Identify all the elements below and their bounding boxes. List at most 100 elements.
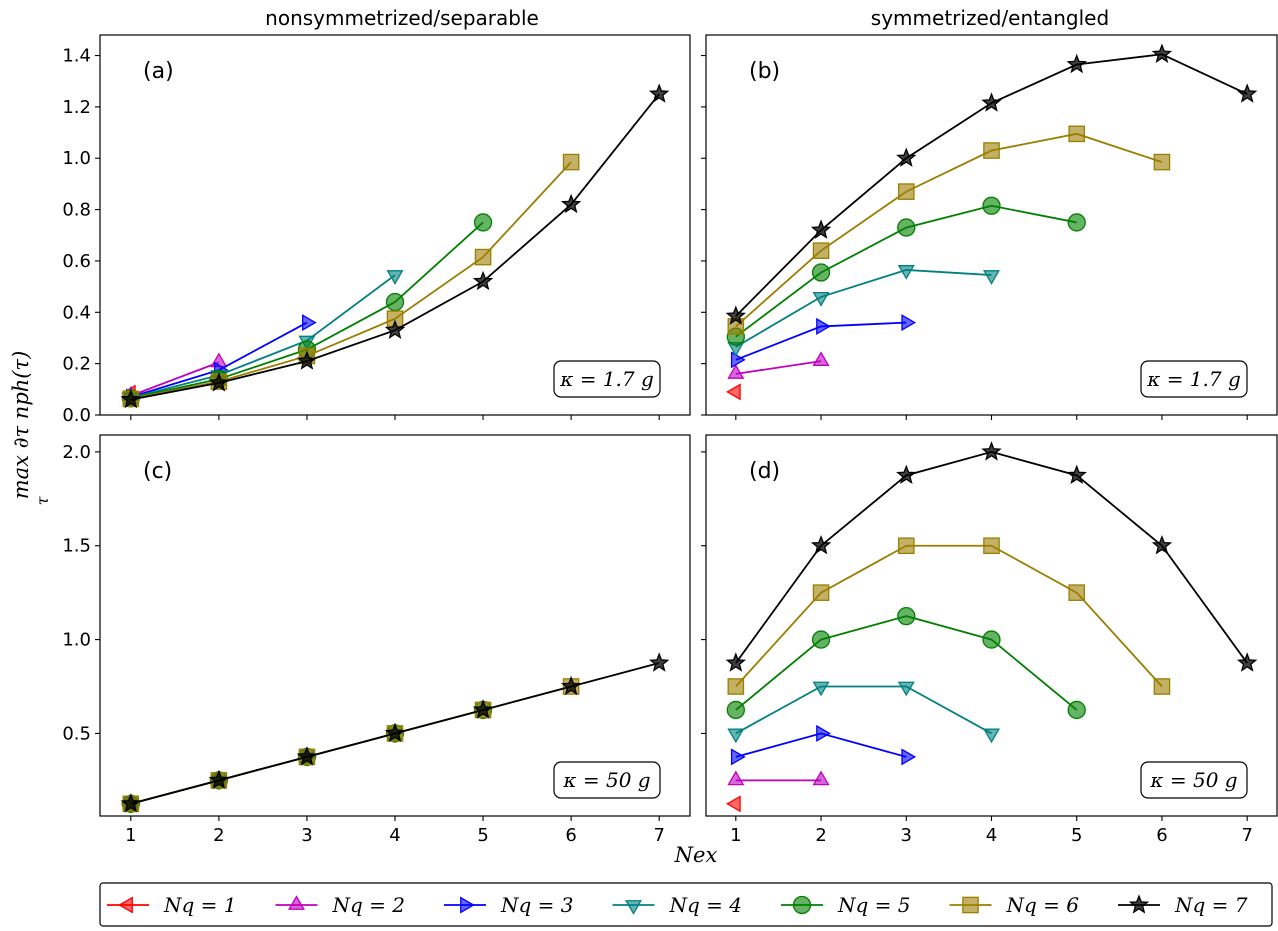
data-point bbox=[727, 770, 745, 786]
data-point bbox=[208, 372, 230, 392]
x-axis-label: Nex bbox=[674, 843, 718, 867]
data-point bbox=[812, 351, 830, 366]
data-point bbox=[812, 242, 830, 259]
y-tick-label: 2.0 bbox=[62, 442, 91, 463]
data-point bbox=[982, 196, 1001, 215]
data-point bbox=[120, 388, 142, 409]
data-point bbox=[901, 748, 917, 766]
legend-label: Nq = 6 bbox=[1006, 893, 1080, 917]
series-nq-5 bbox=[726, 196, 1086, 346]
data-point bbox=[384, 722, 406, 743]
legend-entry-nq-2: Nq = 2 bbox=[275, 893, 405, 917]
series-line bbox=[735, 132, 1163, 328]
data-point bbox=[386, 270, 404, 285]
data-point bbox=[560, 675, 582, 696]
data-point bbox=[1068, 584, 1086, 601]
data-point bbox=[983, 728, 1000, 744]
x-tick-label: 7 bbox=[653, 825, 664, 846]
panel-c: 0.5 1.0 1.5 2.0 1 2 3 4 5 6 7 (c) κ = 50 g bbox=[62, 434, 691, 846]
data-point bbox=[726, 383, 741, 401]
y-tick-label: 0.6 bbox=[62, 251, 91, 272]
data-point bbox=[812, 770, 830, 786]
y-tick-label: 1.5 bbox=[62, 536, 91, 557]
series-line bbox=[130, 274, 396, 399]
series-nq-4 bbox=[727, 681, 1000, 744]
data-point bbox=[726, 795, 741, 813]
x-tick-label: 2 bbox=[815, 825, 826, 846]
data-point bbox=[208, 769, 230, 790]
legend-label: Nq = 1 bbox=[163, 893, 237, 917]
y-tick-label: 1.4 bbox=[62, 46, 91, 67]
kappa-label: κ = 1.7 g bbox=[559, 367, 654, 391]
data-point bbox=[983, 537, 1000, 555]
data-point bbox=[897, 183, 915, 200]
legend: Nq = 1 Nq = 2 Nq = 3 Nq = 4 Nq = 5 Nq = 6 Nq =… bbox=[99, 882, 1273, 927]
legend-marker bbox=[460, 896, 475, 914]
kappa-label: κ = 50 g bbox=[1149, 768, 1237, 792]
data-point bbox=[302, 314, 317, 332]
legend-label: Nq = 7 bbox=[1174, 893, 1248, 917]
data-point bbox=[1066, 53, 1087, 74]
col-title-right: symmetrized/entangled bbox=[871, 6, 1109, 30]
y-tick-label: 0.0 bbox=[62, 405, 91, 426]
panel-label: (c) bbox=[143, 459, 172, 484]
col-title-left: nonsymmetrized/separable bbox=[265, 6, 539, 30]
x-tick-label: 1 bbox=[730, 825, 741, 846]
x-tick-label: 6 bbox=[1156, 825, 1167, 846]
panel-a: 0.0 0.2 0.4 0.6 0.8 1.0 1.2 1.4 (a) κ = 1.7 g bbox=[62, 34, 691, 426]
legend-entry-nq-3: Nq = 3 bbox=[444, 893, 574, 917]
data-point bbox=[816, 317, 831, 335]
legend-marker bbox=[1128, 894, 1150, 914]
data-point bbox=[816, 724, 831, 742]
panel-b: (b) κ = 1.7 g bbox=[701, 34, 1278, 420]
legend-label: Nq = 5 bbox=[837, 893, 911, 917]
series-nq-5 bbox=[726, 606, 1086, 720]
series-nq-4 bbox=[122, 728, 404, 814]
data-point bbox=[1153, 153, 1171, 171]
data-point bbox=[730, 748, 746, 766]
data-point bbox=[296, 350, 318, 370]
kappa-box bbox=[1140, 761, 1248, 799]
data-point bbox=[983, 270, 1000, 285]
series-nq-2 bbox=[727, 351, 830, 379]
panel-label: (d) bbox=[749, 459, 780, 484]
data-point bbox=[810, 535, 832, 555]
data-point bbox=[812, 681, 830, 697]
data-point bbox=[812, 584, 830, 601]
legend-entry-nq-6: Nq = 6 bbox=[949, 893, 1080, 917]
kappa-box bbox=[553, 761, 661, 799]
data-point bbox=[1151, 535, 1173, 555]
data-point bbox=[730, 351, 746, 369]
series-nq-6 bbox=[727, 125, 1171, 335]
data-point bbox=[897, 537, 915, 555]
data-point bbox=[472, 270, 494, 291]
y-axis-label-main: max ∂τ nph(τ) bbox=[9, 351, 33, 500]
kappa-label: κ = 50 g bbox=[562, 768, 650, 792]
data-point bbox=[727, 318, 745, 335]
panel-label: (b) bbox=[749, 59, 780, 84]
series-nq-4 bbox=[727, 265, 1000, 357]
data-point bbox=[648, 652, 670, 672]
data-point bbox=[810, 219, 832, 239]
data-point bbox=[1236, 652, 1258, 672]
data-point bbox=[473, 213, 493, 232]
y-tick-label: 1.0 bbox=[62, 630, 91, 651]
data-point bbox=[1236, 83, 1258, 103]
data-point bbox=[811, 630, 831, 649]
legend-label: Nq = 3 bbox=[500, 893, 574, 917]
legend-marker bbox=[625, 900, 642, 915]
panel-label: (a) bbox=[143, 59, 174, 84]
series-line bbox=[735, 685, 992, 735]
y-tick-label: 1.0 bbox=[62, 148, 91, 169]
data-point bbox=[562, 153, 580, 171]
y-axis-label: max ∂τ nph(τ) τ bbox=[9, 351, 52, 506]
kappa-label: κ = 1.7 g bbox=[1146, 367, 1241, 391]
series-line bbox=[130, 361, 220, 397]
legend-entry-nq-4: Nq = 4 bbox=[612, 893, 742, 917]
data-point bbox=[727, 364, 745, 379]
y-tick-label: 0.2 bbox=[62, 354, 91, 375]
data-point bbox=[897, 606, 916, 626]
data-point bbox=[648, 83, 670, 103]
y-axis-label-sub: τ bbox=[33, 495, 52, 505]
